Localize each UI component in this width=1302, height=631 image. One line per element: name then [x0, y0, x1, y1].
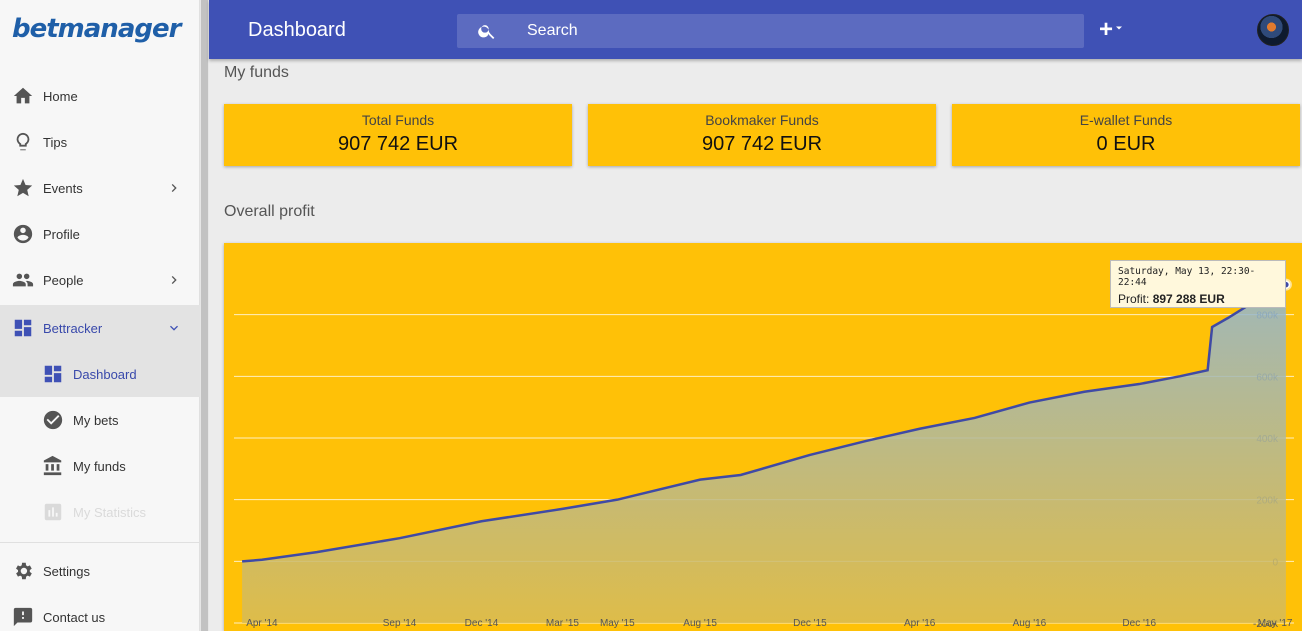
fund-card-label: Bookmaker Funds	[705, 112, 819, 128]
sidebar-item-profile[interactable]: Profile	[0, 211, 200, 257]
page-title: Dashboard	[248, 19, 346, 41]
x-tick-label: Mar '15	[546, 618, 579, 629]
sidebar-item-label: Profile	[43, 226, 80, 242]
sidebar-item-label: Home	[43, 88, 78, 104]
bank-icon	[42, 455, 64, 477]
home-icon	[12, 85, 34, 107]
x-tick-label: Apr '14	[246, 618, 278, 629]
profit-section-title: Overall profit	[224, 203, 315, 220]
x-tick-label: Dec '15	[793, 618, 827, 629]
x-tick-label: Aug '16	[1013, 618, 1047, 629]
x-tick-label: Dec '14	[465, 618, 499, 629]
add-menu-button[interactable]: +	[1099, 17, 1133, 43]
top-app-bar: Dashboard +	[209, 0, 1302, 59]
dashboard-icon	[12, 317, 34, 339]
sidebar-item-label: My funds	[73, 458, 126, 474]
sidebar-item-settings[interactable]: Settings	[0, 548, 200, 594]
sidebar-item-my-funds[interactable]: My funds	[0, 443, 200, 489]
dropdown-arrow-icon	[1113, 21, 1125, 39]
sidebar-item-label: Settings	[43, 563, 90, 579]
sidebar-item-tips[interactable]: Tips	[0, 119, 200, 165]
avatar[interactable]	[1257, 14, 1289, 46]
ewallet-funds-card: E-wallet Funds 0 EUR	[952, 104, 1300, 166]
lightbulb-icon	[12, 131, 34, 153]
chevron-right-icon	[166, 272, 182, 288]
fund-card-label: E-wallet Funds	[1079, 112, 1173, 128]
x-tick-label: May '15	[600, 618, 635, 629]
sidebar-item-label: People	[43, 272, 84, 288]
app-logo[interactable]: betmanager	[12, 14, 181, 44]
y-tick-label: -200k	[1253, 619, 1279, 630]
chart-tooltip: Saturday, May 13, 22:30-22:44 Profit: 89…	[1110, 260, 1286, 308]
x-tick-label: Dec '16	[1122, 618, 1156, 629]
sidebar-item-home[interactable]: Home	[0, 73, 200, 119]
x-tick-label: Sep '14	[383, 618, 417, 629]
sidebar-item-my-bets[interactable]: My bets	[0, 397, 200, 443]
sidebar-item-bettracker[interactable]: Bettracker	[0, 305, 200, 351]
fund-card-label: Total Funds	[361, 112, 435, 128]
sidebar-item-events[interactable]: Events	[0, 165, 200, 211]
search-box[interactable]	[457, 14, 1084, 48]
chevron-right-icon	[166, 180, 182, 196]
chevron-down-icon	[166, 320, 182, 336]
tooltip-date: Saturday, May 13, 22:30-22:44	[1118, 266, 1256, 288]
search-input[interactable]	[527, 18, 1067, 44]
account-icon	[12, 223, 34, 245]
funds-section-title: My funds	[224, 64, 289, 81]
people-icon	[12, 269, 34, 291]
sidebar-item-label: Contact us	[43, 609, 106, 625]
sidebar-divider	[0, 542, 200, 543]
bar-chart-icon	[42, 501, 64, 523]
fund-card-value: 0 EUR	[1096, 133, 1156, 155]
bookmaker-funds-card: Bookmaker Funds 907 742 EUR	[588, 104, 936, 166]
check-circle-icon	[42, 409, 64, 431]
dashboard-icon	[42, 363, 64, 385]
x-tick-label: May '17	[1258, 618, 1293, 629]
sidebar-item-label: Dashboard	[73, 366, 137, 382]
sidebar-item-contact-us[interactable]: Contact us	[0, 594, 200, 631]
tooltip-label: Profit:	[1118, 292, 1150, 306]
tooltip-row: Profit: 897 288 EUR	[1118, 292, 1278, 306]
sidebar-item-label: My Statistics	[73, 504, 146, 520]
x-tick-label: Aug '15	[683, 618, 717, 629]
sidebar-item-label: Events	[43, 180, 83, 196]
x-tick-label: Apr '16	[904, 618, 936, 629]
sidebar: betmanager Home Tips Events Profile Peop…	[0, 0, 200, 631]
fund-card-value: 907 742 EUR	[337, 133, 459, 155]
sidebar-item-label: My bets	[73, 412, 119, 428]
sidebar-item-label: Bettracker	[43, 320, 103, 336]
sidebar-item-people[interactable]: People	[0, 257, 200, 303]
feedback-icon	[12, 606, 34, 628]
add-icon: +	[1099, 16, 1114, 43]
sidebar-item-my-statistics: My Statistics	[0, 489, 200, 535]
sidebar-scrollbar-thumb[interactable]	[201, 0, 208, 631]
fund-card-value: 907 742 EUR	[701, 133, 823, 155]
profit-line	[242, 283, 1287, 563]
sidebar-item-label: Tips	[43, 134, 68, 150]
sidebar-item-dashboard[interactable]: Dashboard	[0, 351, 200, 397]
profit-area	[242, 284, 1286, 623]
tooltip-value: 897 288 EUR	[1152, 292, 1225, 306]
gear-icon	[12, 560, 34, 582]
total-funds-card: Total Funds 907 742 EUR	[224, 104, 572, 166]
search-icon[interactable]	[477, 21, 497, 41]
star-icon	[12, 177, 34, 199]
